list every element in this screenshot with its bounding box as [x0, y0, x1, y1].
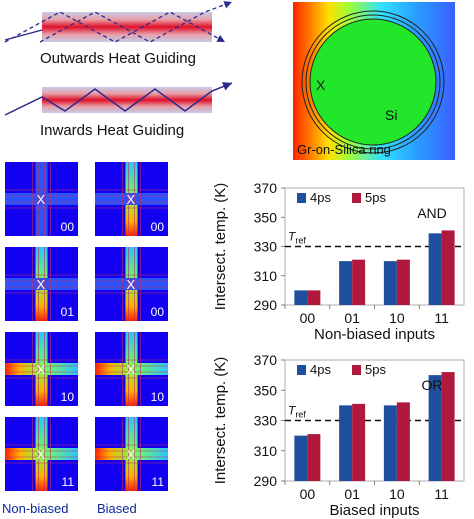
thermal-map-cell: X 10 — [95, 332, 168, 406]
reference-label: Tref — [288, 230, 306, 246]
gate-annotation: AND — [417, 205, 447, 221]
biased-label: Biased — [97, 501, 137, 516]
legend-swatch — [297, 365, 306, 375]
or-gate-bar-chart: 290 310 330 350 370 Tref 00 01 10 11 Biased inputs… — [212, 352, 465, 519]
cell-input-label: 00 — [61, 220, 75, 234]
bar-5ps — [441, 230, 455, 305]
thermal-map-cell: X 00 — [95, 247, 168, 321]
bar-4ps — [294, 435, 308, 481]
bar-5ps — [396, 402, 410, 481]
bar-5ps — [352, 259, 366, 305]
legend-label: 5ps — [365, 190, 386, 205]
intersection-marker: X — [37, 447, 46, 462]
ring-marker: X — [316, 77, 326, 93]
bar-4ps — [339, 261, 353, 305]
cell-input-label: 00 — [151, 220, 165, 234]
ring-outer — [301, 10, 445, 154]
legend-label: 4ps — [310, 362, 331, 377]
ring-thermal-map: X Si Gr-on-Silica ring — [293, 2, 455, 160]
x-tick-label: 01 — [344, 310, 360, 326]
bar-4ps — [383, 405, 397, 481]
thermal-map-cell: X 00 — [5, 162, 78, 236]
reference-label: Tref — [288, 404, 306, 420]
bar-4ps — [294, 290, 308, 305]
outwards-ray-3 — [4, 29, 43, 41]
thermal-map-cell: X 00 — [95, 162, 168, 236]
cell-input-label: 11 — [62, 475, 75, 489]
bar-5ps — [307, 434, 321, 481]
cell-input-label: 10 — [151, 390, 165, 404]
bar-5ps — [441, 372, 455, 481]
y-tick-label: 370 — [254, 180, 278, 196]
bar-4ps — [428, 375, 442, 481]
intersection-marker: X — [37, 362, 46, 377]
ring-middle — [305, 14, 441, 150]
x-axis-label: Non-biased inputs — [314, 326, 435, 343]
thermal-map-cell: X 01 — [5, 247, 78, 321]
outwards-heat-guiding-diagram — [4, 1, 233, 43]
x-tick-label: 10 — [389, 486, 405, 502]
cell-input-label: 01 — [61, 305, 75, 319]
x-tick-label: 10 — [389, 310, 405, 326]
inwards-ray — [4, 82, 233, 116]
intersection-marker: X — [127, 362, 136, 377]
thermal-map-cell: X 11 — [95, 417, 168, 491]
x-tick-label: 11 — [434, 486, 449, 502]
y-tick-label: 310 — [254, 268, 278, 284]
ring-inner — [309, 18, 437, 146]
si-label: Si — [385, 107, 397, 123]
inwards-label: Inwards Heat Guiding — [40, 122, 185, 139]
legend-swatch — [297, 193, 306, 203]
x-tick-label: 11 — [434, 310, 449, 326]
bar-4ps — [339, 405, 353, 481]
legend-label: 5ps — [365, 362, 386, 377]
intersection-marker: X — [127, 277, 136, 292]
ring-label: Gr-on-Silica ring — [297, 142, 391, 157]
thermal-map-cell: X 11 — [5, 417, 78, 491]
x-tick-label: 00 — [300, 486, 316, 502]
intersection-marker: X — [127, 192, 136, 207]
legend-label: 4ps — [310, 190, 331, 205]
si-disk — [310, 19, 436, 145]
y-tick-label: 290 — [254, 297, 278, 313]
bar-4ps — [383, 261, 397, 305]
bar-5ps — [352, 403, 366, 481]
legend-swatch — [352, 193, 361, 203]
y-tick-label: 330 — [254, 413, 278, 429]
cell-input-label: 11 — [152, 475, 165, 489]
thermal-map-cell: X 10 — [5, 332, 78, 406]
y-tick-label: 370 — [254, 352, 278, 368]
bar-4ps — [428, 233, 442, 305]
cell-input-label: 00 — [151, 305, 165, 319]
y-tick-label: 310 — [254, 443, 278, 459]
intersection-marker: X — [37, 192, 46, 207]
y-tick-label: 350 — [254, 382, 278, 398]
outwards-ray-2 — [39, 1, 233, 43]
intersection-marker: X — [127, 447, 136, 462]
x-axis-label: Biased inputs — [329, 502, 419, 519]
legend-swatch — [352, 365, 361, 375]
non-biased-label: Non-biased — [2, 501, 69, 516]
y-axis-label: Intersect. temp. (K) — [212, 183, 229, 311]
y-tick-label: 350 — [254, 209, 278, 225]
y-tick-label: 330 — [254, 239, 278, 255]
bar-5ps — [307, 290, 321, 305]
y-axis-label: Intersect. temp. (K) — [212, 357, 229, 485]
bar-5ps — [396, 259, 410, 305]
gate-annotation: OR — [422, 377, 443, 393]
cell-input-label: 10 — [61, 390, 75, 404]
inwards-heat-guiding-diagram — [4, 82, 233, 116]
x-tick-label: 00 — [300, 310, 316, 326]
x-tick-label: 01 — [344, 486, 360, 502]
intersection-marker: X — [37, 277, 46, 292]
y-tick-label: 290 — [254, 473, 278, 489]
outwards-waveguide — [42, 12, 212, 42]
outwards-label: Outwards Heat Guiding — [40, 50, 196, 67]
thermal-map-grid: X 00 X 01 X 10 X 11 X 00 X 00 X 10 X 11 — [5, 162, 168, 491]
